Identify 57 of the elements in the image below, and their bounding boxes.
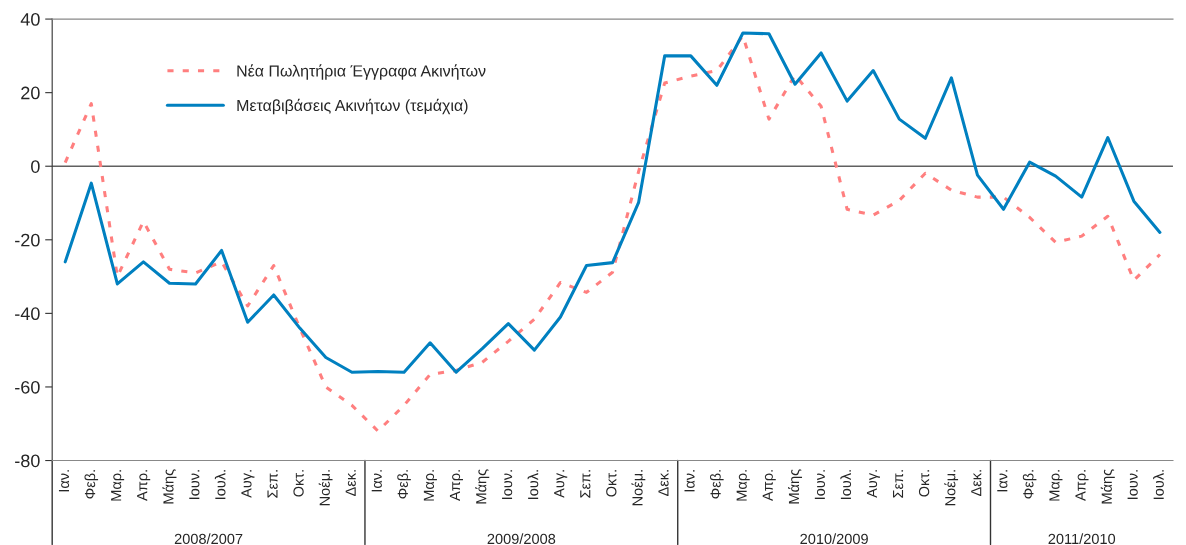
x-tick-label: Σεπ. <box>893 470 904 498</box>
x-tick-label: Οκτ. <box>918 470 930 497</box>
x-tick-label: Δεκ. <box>658 470 669 497</box>
x-tick-label: Οκτ. <box>293 470 304 497</box>
legend-label: Μεταβιβάσεις Ακινήτων (τεμάχια) <box>237 98 468 115</box>
x-tick-label: Νοέμ. <box>631 470 646 506</box>
x-tick-label: Αυγ. <box>866 470 880 498</box>
x-tick-label: Ιαν. <box>58 470 70 492</box>
text: 2008/2007 <box>174 533 243 545</box>
x-tick-label: Μαρ. <box>736 470 750 501</box>
x-tick-label: Ιουν. <box>189 470 200 499</box>
x-tick-label: Φεβ. <box>1022 470 1037 499</box>
x-tick-label: Ιουλ. <box>840 470 852 499</box>
y-tick-label: 40 <box>20 13 40 26</box>
x-tick-label: Νοέμ. <box>944 470 959 506</box>
y-tick-label: 0 <box>31 160 40 173</box>
x-tick-label: Μαρ. <box>111 470 125 501</box>
x-tick-label: Ιαν. <box>684 470 695 492</box>
x-tick-label: Φεβ. <box>710 470 724 499</box>
y-tick-label: -60 <box>15 380 40 394</box>
y-tick-label: 20 <box>21 86 40 100</box>
x-tick-label: Ιουν. <box>814 470 825 499</box>
x-tick-label: Μάης <box>1100 469 1115 504</box>
x-tick-label: Ιουν. <box>1127 470 1138 499</box>
x-tick-label: Απρ. <box>449 470 463 501</box>
x-tick-label: Απρ. <box>137 470 151 501</box>
x-tick-label: Ιουν. <box>502 470 513 499</box>
x-tick-label: Δεκ. <box>971 470 982 497</box>
x-tick-label: Ιουλ. <box>214 470 226 499</box>
x-tick-label: Μάης <box>475 469 490 504</box>
y-tick-label: -40 <box>15 307 40 321</box>
line-series <box>63 31 1162 374</box>
x-tick-label: Ιαν. <box>371 470 382 492</box>
text: 2009/2008 <box>487 533 556 545</box>
x-tick-label: Μάης <box>788 469 803 504</box>
x-tick-label: Μαρ. <box>423 470 437 501</box>
x-tick-label: Νοέμ. <box>318 470 333 506</box>
x-tick-label: Μάης <box>162 469 177 504</box>
x-tick-label: Ιαν. <box>997 470 1008 492</box>
x-tick-label: Αυγ. <box>554 470 568 498</box>
x-tick-label: Οκτ. <box>606 470 617 497</box>
text: 2010/2009 <box>800 533 868 545</box>
x-tick-label: Μαρ. <box>1049 470 1063 501</box>
x-tick-label: Φεβ. <box>397 470 411 499</box>
x-tick-label: Δεκ. <box>345 470 356 497</box>
x-tick-label: Σεπ. <box>580 470 591 498</box>
legend-label: Νέα Πωλητήρια Έγγραφα Ακινήτων <box>237 64 486 80</box>
x-tick-label: Απρ. <box>762 470 776 501</box>
x-tick-label: Απρ. <box>1075 470 1089 501</box>
y-tick-label: -80 <box>15 454 40 468</box>
x-tick-label: Ιουλ. <box>1153 470 1164 499</box>
text: 2011/2010 <box>1048 533 1116 545</box>
x-tick-label: Ιουλ. <box>527 470 539 499</box>
x-tick-label: Φεβ. <box>84 470 99 499</box>
x-tick-label: Σεπ. <box>267 470 278 498</box>
y-tick-label: -20 <box>15 233 40 247</box>
x-tick-label: Αυγ. <box>241 470 255 498</box>
